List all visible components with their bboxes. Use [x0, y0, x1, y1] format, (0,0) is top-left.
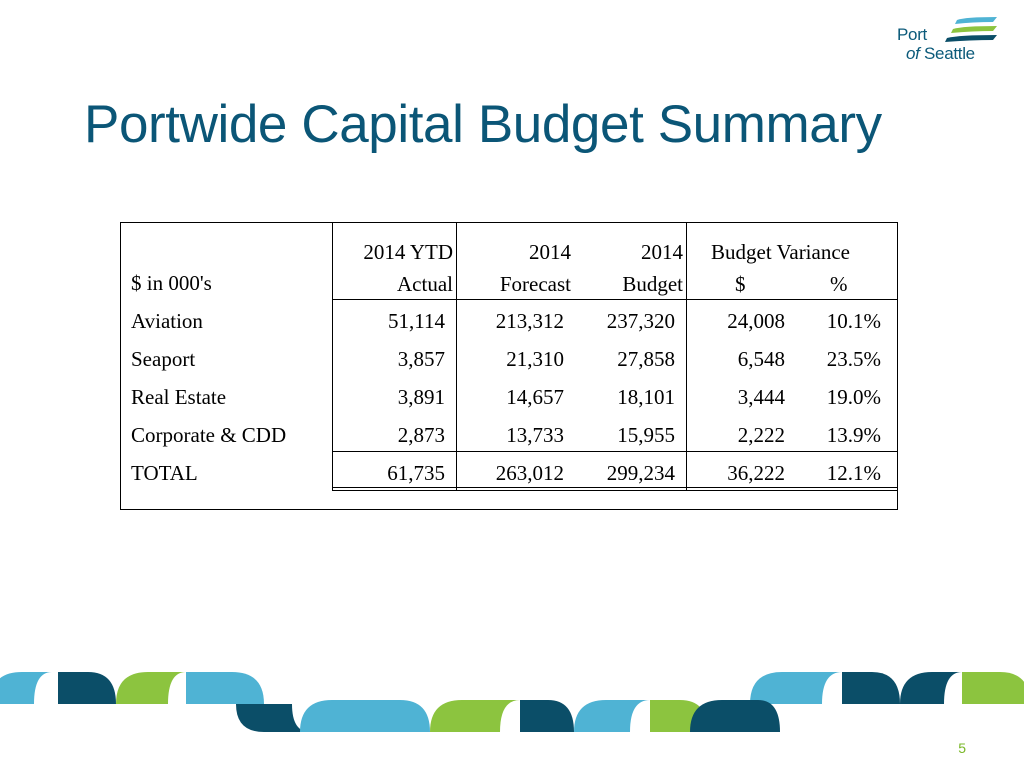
total-var-dollar: 36,222: [727, 461, 785, 485]
row-var-pct: 13.9%: [826, 423, 881, 447]
row-ytd: 3,857: [397, 347, 445, 371]
row-label: Aviation: [131, 309, 203, 333]
header-variance-pct: %: [830, 272, 848, 296]
logo-port-text: Port: [897, 25, 927, 44]
total-ytd: 61,735: [387, 461, 445, 485]
header-rule: [332, 299, 898, 300]
row-var-dollar: 24,008: [727, 309, 785, 333]
col-divider-ytd: [332, 223, 333, 491]
unit-label: $ in 000's: [131, 271, 212, 295]
wave-shapes-bottom: [236, 700, 780, 732]
total-label: TOTAL: [131, 461, 198, 485]
header-ytd-2: Actual: [397, 272, 453, 296]
row-forecast: 213,312: [495, 309, 564, 333]
row-budget: 15,955: [617, 423, 675, 447]
footer-wave-band: [0, 672, 1024, 732]
total-var-pct: 12.1%: [826, 461, 881, 485]
page-number: 5: [958, 740, 966, 756]
row-var-dollar: 3,444: [737, 385, 785, 409]
row-budget: 27,858: [617, 347, 675, 371]
col-divider-variance: [686, 223, 687, 491]
wave-shapes-top: [0, 672, 1024, 704]
row-var-pct: 10.1%: [826, 309, 881, 333]
row-var-pct: 19.0%: [826, 385, 881, 409]
row-forecast: 21,310: [506, 347, 564, 371]
row-var-pct: 23.5%: [826, 347, 881, 371]
header-budget-2: Budget: [622, 272, 683, 296]
row-label: Real Estate: [131, 385, 227, 409]
row-var-dollar: 6,548: [737, 347, 785, 371]
row-ytd: 3,891: [397, 385, 445, 409]
row-ytd: 2,873: [397, 423, 445, 447]
row-budget: 237,320: [606, 309, 675, 333]
total-rule-top: [332, 451, 898, 452]
row-label: Seaport: [131, 347, 196, 371]
total-rule-bottom-2: [332, 490, 898, 491]
row-label: Corporate & CDD: [131, 423, 287, 447]
header-forecast-1: 2014: [529, 240, 571, 264]
col-divider-forecast: [456, 223, 457, 491]
header-variance: Budget Variance: [711, 240, 850, 264]
total-rule-bottom-1: [332, 487, 898, 488]
header-forecast-2: Forecast: [499, 272, 571, 296]
header-variance-dollar: $: [735, 272, 746, 296]
header-ytd-1: 2014 YTD: [363, 240, 453, 264]
header-budget-1: 2014: [641, 240, 683, 264]
row-var-dollar: 2,222: [737, 423, 785, 447]
row-ytd: 51,114: [388, 309, 445, 333]
logo-stripes-icon: [945, 17, 997, 42]
capital-budget-table: $ in 000's 2014 YTD Actual 2014 Forecast…: [120, 222, 898, 510]
row-budget: 18,101: [617, 385, 675, 409]
total-forecast: 263,012: [495, 461, 564, 485]
port-of-seattle-logo: Port of Seattle: [893, 16, 1001, 66]
page-title: Portwide Capital Budget Summary: [84, 95, 882, 154]
row-forecast: 13,733: [506, 423, 564, 447]
row-forecast: 14,657: [506, 385, 564, 409]
total-budget: 299,234: [606, 461, 675, 485]
logo-seattle-text: of Seattle: [906, 44, 975, 63]
